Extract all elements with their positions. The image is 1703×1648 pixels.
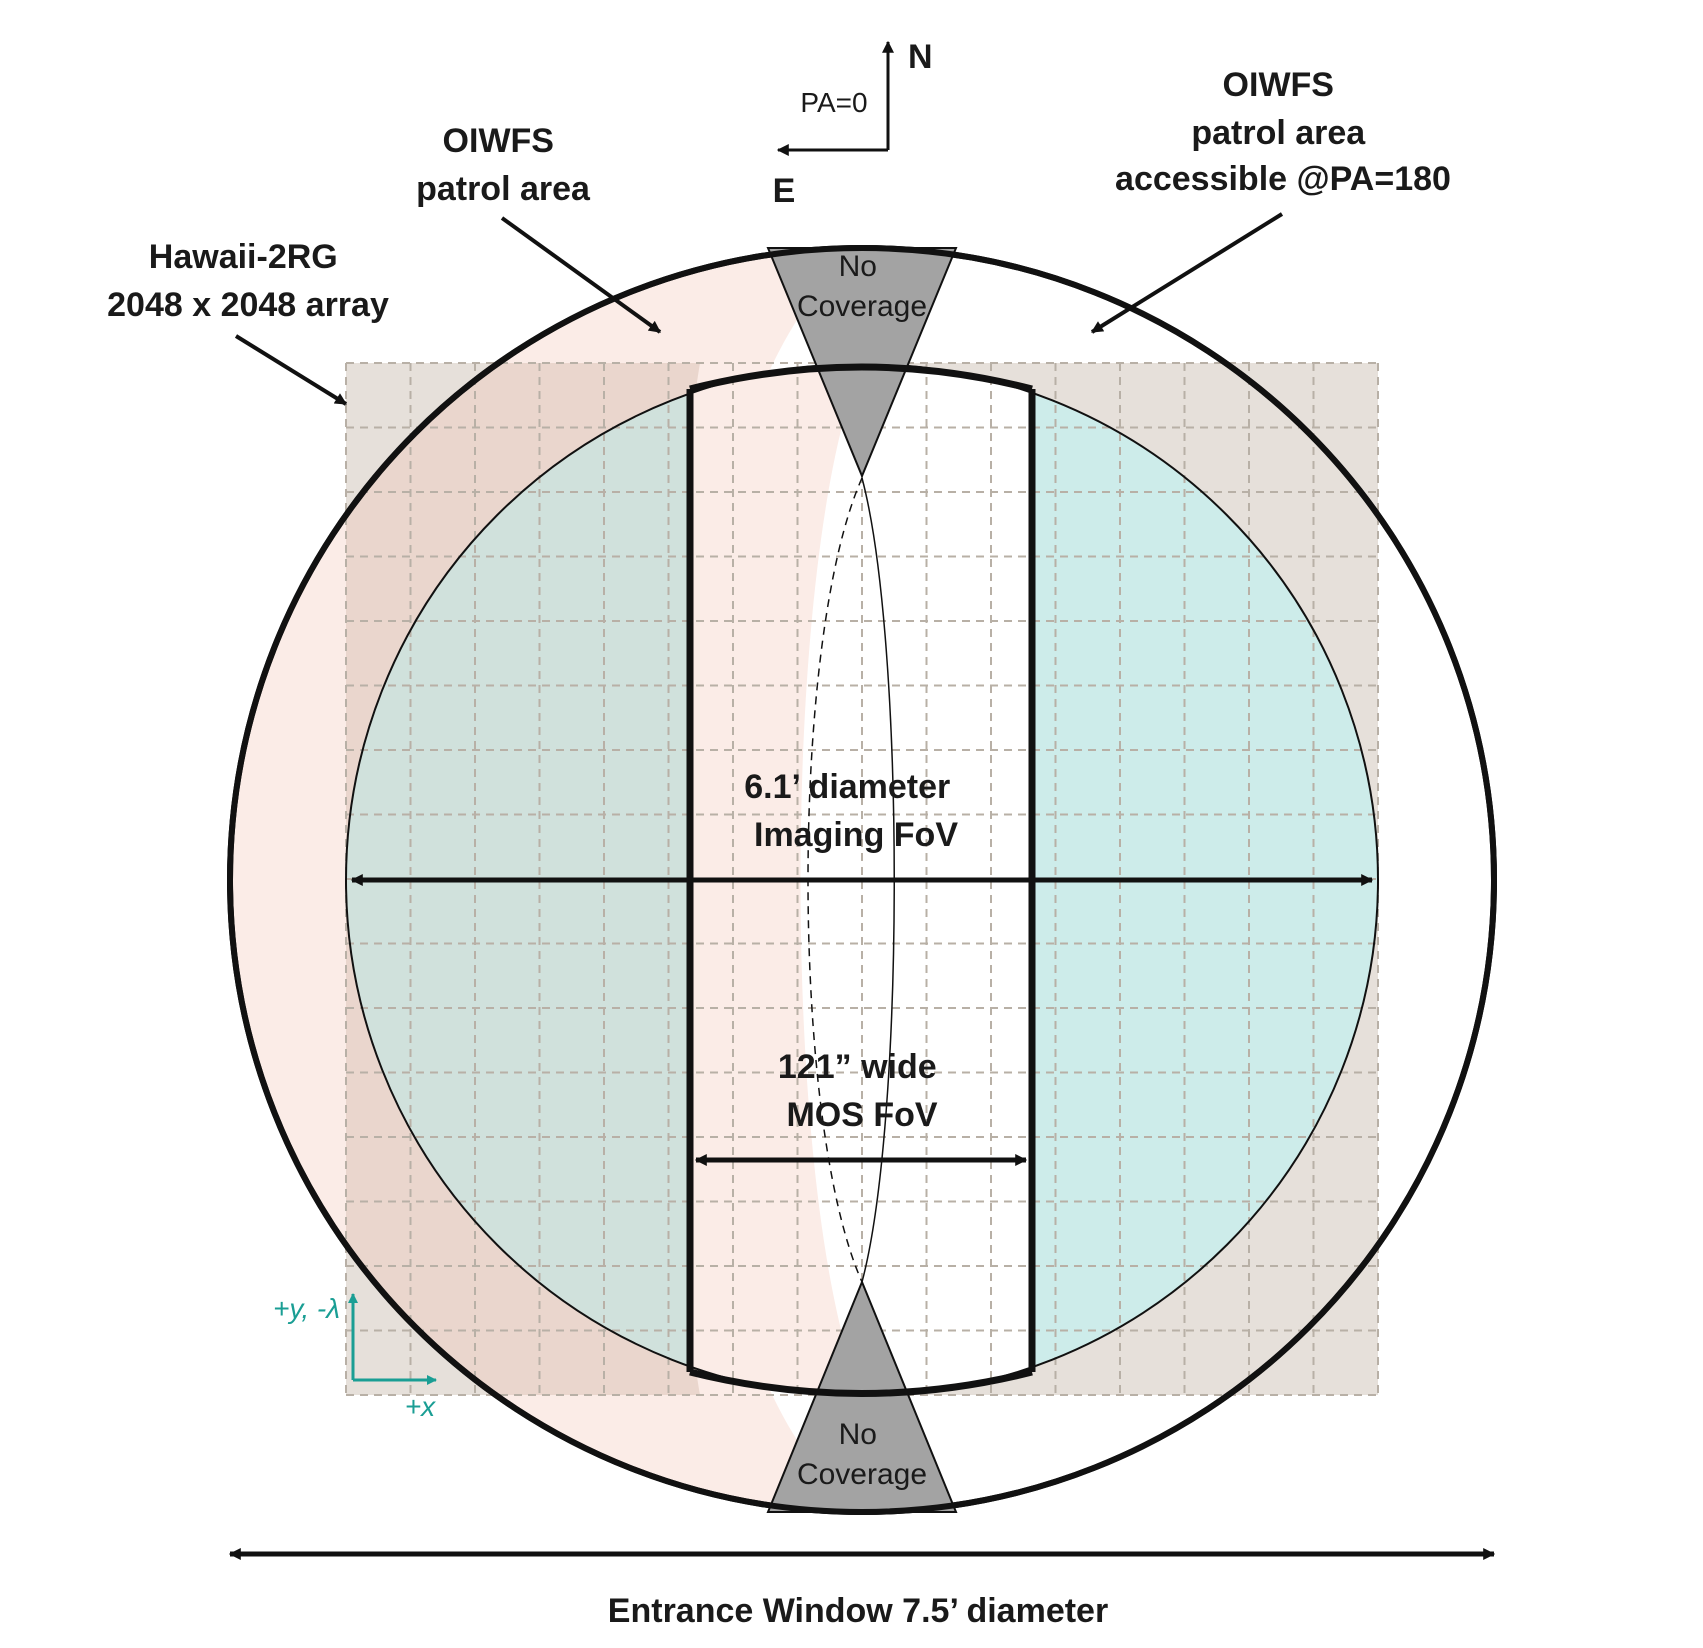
imaging-fov-label: 6.1’ diameter Imaging FoV [744,768,959,854]
oiwfs-right-label: OIWFS patrol area accessible @PA=180 [1115,66,1451,198]
entrance-window-label: Entrance Window 7.5’ diameter [608,1592,1108,1630]
compass-east-label: E [773,172,796,210]
compass-north-label: N [908,38,933,76]
detector-pointer [234,334,348,406]
mos-fov-label: 121” wide MOS FoV [778,1048,946,1134]
detector-label: Hawaii-2RG 2048 x 2048 array [107,238,389,324]
detector-x-axis-label: +x [405,1391,436,1422]
detector-y-axis-label: +y, -λ [273,1293,340,1324]
detector-grid [345,362,1379,1396]
no-coverage-bottom-label: No Coverage [797,1418,927,1491]
oiwfs-right-pointer [1090,212,1284,334]
compass-pa-label: PA=0 [800,87,867,118]
no-coverage-top-label: No Coverage [797,250,927,323]
detector-axes: +y, -λ +x [273,1293,437,1422]
oiwfs-left-pointer [500,216,662,334]
oiwfs-left-label: OIWFS patrol area [416,122,591,208]
compass: N E PA=0 [773,38,933,210]
